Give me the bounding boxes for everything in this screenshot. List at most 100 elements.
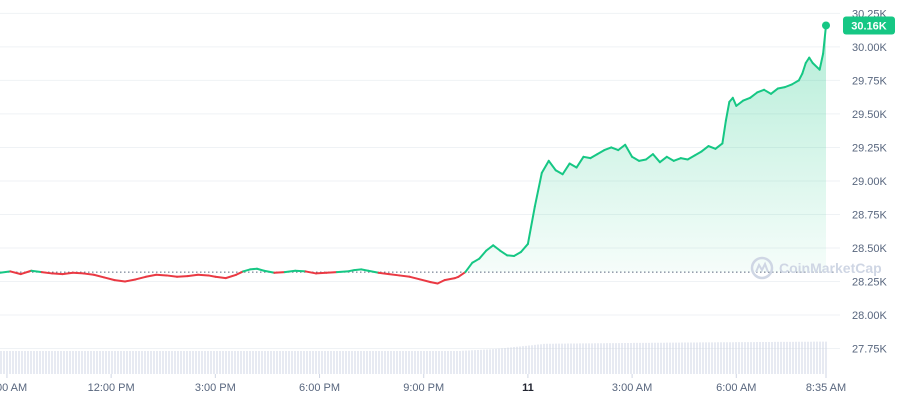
price-line-segment [419,278,432,284]
price-line-segment [443,277,456,282]
price-line-segment [672,157,682,162]
price-line-segment [679,157,689,161]
x-tick-label: 12:00 PM [88,382,135,394]
watermark: CoinMarketCap [750,256,882,280]
price-line-segment [144,273,158,278]
x-tick-label: 8:35 AM [806,382,846,394]
y-tick-label: 28.75K [852,209,888,221]
price-line-segment [533,171,543,208]
price-line-segment [478,249,488,260]
price-line-segment [721,119,727,145]
price-line-segment [596,149,606,156]
price-line-segment [651,153,661,164]
price-line-segment [325,271,338,274]
price-line-segment [742,96,752,102]
price-line-segment [783,83,793,89]
y-tick-label: 29.50K [852,109,888,121]
price-line-segment [658,155,668,164]
price-line-segment [436,279,446,285]
x-tick-label: 3:00 AM [612,382,652,394]
price-line-segment [540,159,550,174]
volume-bars [0,341,827,374]
price-line-segment [790,79,800,86]
price-line-segment [9,270,22,276]
price-line-segment [176,275,189,278]
price-line-segment [30,269,43,274]
price-line-segment [811,61,821,71]
price-line-segment [797,72,804,82]
price-line-segment [124,278,137,283]
price-line-segment [735,99,745,107]
price-line-segment [367,269,380,274]
price-line-segment [51,272,64,276]
price-line-segment [808,56,814,64]
price-line-segment [224,273,238,280]
price-line-segment [155,273,168,277]
price-line-segment [71,271,85,275]
price-line-segment [624,143,634,158]
price-line-segment [776,86,786,90]
price-line-segment [575,155,585,169]
price-line-segment [429,281,439,285]
price-line-segment [513,250,522,258]
price-line-segment [214,275,227,280]
price-line-segment [526,205,536,245]
price-line-segment [408,275,422,281]
y-tick-label: 29.75K [852,75,888,87]
y-tick-label: 29.00K [852,176,888,188]
price-line-segment [207,274,217,278]
price-line-segment [242,268,252,273]
price-line-segment [196,273,210,277]
price-line-segment [262,269,276,274]
watermark-text: CoinMarketCap [779,260,882,276]
price-line-segment [756,88,766,94]
x-tick-label: 9:00 PM [403,382,444,394]
price-line-segment [731,96,738,107]
price-line-segment [165,274,179,278]
price-line-segment [377,271,390,276]
price-line-segment [398,274,411,278]
price-line-segment [547,159,557,172]
price-line-segment [346,269,356,273]
price-area-fill [458,25,826,273]
y-tick-label: 29.25K [852,142,888,154]
price-line-segment [822,24,827,55]
price-line-segment [464,261,474,274]
x-tick-label: 6:00 PM [299,382,340,394]
price-line-segment [707,145,717,150]
price-line-segment [763,88,773,95]
price-line-segment [249,267,259,271]
current-price-dot [822,21,830,30]
price-line-segment [693,150,703,157]
price-line-segment [485,244,495,252]
price-line-segment [134,275,147,281]
current-price-badge [843,16,895,35]
price-line-segment [638,158,647,162]
x-axis-ticks: 9:00 AM 12:00 PM 3:00 PM 6:00 PM 9:00 PM 11 3:… [0,374,846,394]
y-axis-ticks: 27.75K 28.00K 28.25K 28.50K 28.75K 29.00K 29.2… [852,8,888,355]
price-line-segment [617,143,627,152]
price-line-segment [256,267,265,272]
price-line-segment [770,87,779,95]
price-line-segment [19,269,33,276]
price-line-segment [749,91,759,99]
price-line-segment [554,169,564,176]
price-line-segment [644,153,654,161]
price-area [458,25,826,273]
price-line-segment [186,273,199,278]
y-tick-label: 30.00K [852,42,888,54]
price-line-segment [304,270,318,275]
price-line-segment [561,162,571,176]
price-line-segment [273,271,286,274]
price-line-segment [315,271,328,275]
price-line-segment [818,52,825,71]
price-line-segment [589,153,599,160]
coinmarketcap-logo-icon [750,256,774,280]
price-line-segment [335,270,349,274]
price-line-segment [665,155,675,162]
price-line-segment [92,273,106,279]
price-line-segment [582,155,592,160]
price-line-segment [801,61,807,75]
